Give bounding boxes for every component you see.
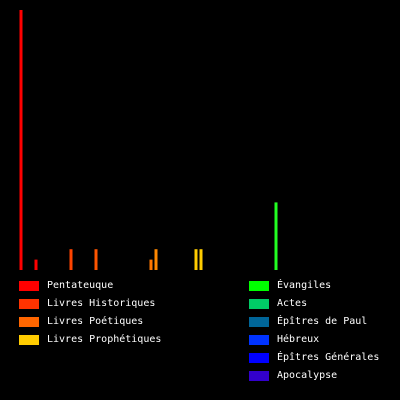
bar-Osée	[154, 249, 158, 270]
legend-label: Livres Prophétiques	[47, 334, 162, 345]
legend-item: Actes	[249, 298, 307, 310]
legend-swatch	[249, 353, 269, 363]
legend-label: Livres Historiques	[47, 298, 156, 309]
legend-item: Hébreux	[249, 334, 319, 346]
legend-item: Épîtres de Paul	[249, 316, 367, 328]
bar-Sophonie	[194, 249, 198, 270]
bar-Aggée	[199, 249, 203, 270]
legend-swatch	[19, 335, 39, 345]
legend-item: Livres Prophétiques	[19, 334, 161, 346]
legend-label: Pentateuque	[47, 280, 114, 291]
legend-swatch	[19, 299, 39, 309]
bar-Genèse	[19, 10, 23, 270]
legend-label: Apocalypse	[277, 370, 338, 381]
legend-item: Épîtres Générales	[249, 352, 379, 364]
legend-swatch	[249, 335, 269, 345]
legend-item: Livres Poétiques	[19, 316, 143, 328]
legend-item: Livres Historiques	[19, 298, 155, 310]
legend-label: Épîtres Générales	[277, 352, 380, 363]
legend-swatch	[249, 281, 269, 291]
bar-Néhémie	[94, 249, 98, 270]
legend-label: Actes	[277, 298, 308, 309]
legend-swatch	[19, 317, 39, 327]
bar-Nombres	[34, 259, 38, 270]
bar-1 Rois	[69, 249, 73, 270]
legend-swatch	[249, 317, 269, 327]
legend-swatch	[249, 299, 269, 309]
bars-group	[19, 10, 278, 270]
legend-label: Hébreux	[277, 334, 320, 345]
bar-Daniel	[149, 259, 153, 270]
legend-swatch	[249, 371, 269, 381]
legend-item: Apocalypse	[249, 370, 337, 382]
legend-item: Évangiles	[249, 280, 331, 292]
bar-1 Thessaloniciens	[274, 202, 278, 270]
legend-swatch	[19, 281, 39, 291]
legend-label: Livres Poétiques	[47, 316, 144, 327]
legend-item: Pentateuque	[19, 280, 113, 292]
legend-label: Épîtres de Paul	[277, 316, 368, 327]
legend-label: Évangiles	[277, 280, 332, 291]
